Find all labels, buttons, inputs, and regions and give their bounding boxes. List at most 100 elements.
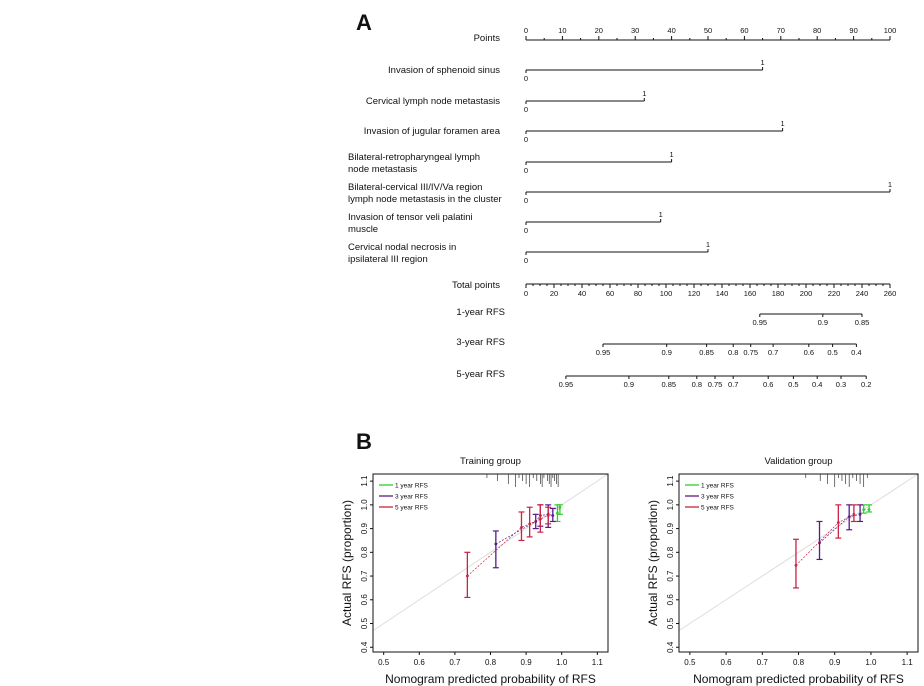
y-tick-label: 0.4 <box>666 641 675 653</box>
total-points-tick-label: 120 <box>688 289 701 298</box>
level-label: 0 <box>524 105 528 114</box>
y-axis-label: Actual RFS (proportion) <box>646 500 660 626</box>
x-axis-label: Nomogram predicted probability of RFS <box>693 672 904 686</box>
y-tick-label: 1.1 <box>666 475 675 487</box>
points-tick-label: 30 <box>631 26 639 35</box>
x-tick-label: 0.8 <box>485 658 497 667</box>
x-tick-label: 0.6 <box>721 658 733 667</box>
y-tick-label: 0.6 <box>360 594 369 606</box>
points-tick-label: 10 <box>558 26 566 35</box>
variable-label: Invasion of tensor veli palatini <box>348 212 473 223</box>
x-tick-label: 1.0 <box>865 658 877 667</box>
plot-title: Training group <box>460 456 521 467</box>
data-point <box>558 505 562 509</box>
legend-label: 1 year RFS <box>701 483 735 490</box>
legend-label: 3 year RFS <box>395 494 429 501</box>
level-label: 0 <box>524 256 528 265</box>
variable-label: Invasion of jugular foramen area <box>364 126 501 137</box>
outcome-tick-label: 0.4 <box>812 380 822 389</box>
level-label: 0 <box>524 196 528 205</box>
data-point <box>551 514 555 517</box>
points-tick-label: 50 <box>704 26 712 35</box>
y-tick-label: 0.5 <box>360 617 369 629</box>
x-tick-label: 0.5 <box>684 658 696 667</box>
total-points-tick-label: 260 <box>884 289 897 298</box>
legend-label: 1 year RFS <box>395 483 429 490</box>
outcome-tick-label: 0.9 <box>661 348 671 357</box>
legend-label: 5 year RFS <box>701 505 735 512</box>
outcome-tick-label: 0.4 <box>851 348 861 357</box>
data-point <box>836 521 840 525</box>
calibration-plot-validation: Validation group 0.5 0.6 0.7 0.8 0.9 1.0 1.1 0.4… <box>646 456 919 686</box>
points-tick-label: 90 <box>849 26 857 35</box>
plot-frame <box>678 473 919 653</box>
variable-label: lymph node metastasis in the cluster <box>348 194 502 205</box>
x-tick-label: 0.7 <box>757 658 769 667</box>
total-points-tick-label: 80 <box>634 289 642 298</box>
total-points-tick-label: 20 <box>550 289 558 298</box>
data-point <box>538 517 542 521</box>
total-points-tick-label: 180 <box>772 289 785 298</box>
total-points-tick-label: 160 <box>744 289 757 298</box>
level-label: 1 <box>888 180 892 189</box>
y-tick-label: 0.9 <box>666 522 675 534</box>
total-points-tick-label: 200 <box>800 289 813 298</box>
total-points-tick-label: 100 <box>660 289 673 298</box>
x-tick-label: 0.6 <box>414 658 426 667</box>
points-tick-label: 100 <box>884 26 897 35</box>
y-tick-label: 0.7 <box>360 570 369 582</box>
data-point <box>794 563 798 567</box>
x-tick-label: 1.0 <box>556 658 568 667</box>
outcome-tick-label: 0.75 <box>743 348 758 357</box>
total-points-tick-label: 0 <box>524 289 528 298</box>
x-axis-label: Nomogram predicted probability of RFS <box>385 672 596 686</box>
outcome-tick-label: 0.85 <box>855 318 870 327</box>
level-label: 0 <box>524 135 528 144</box>
outcome-label: 5-year RFS <box>456 369 505 380</box>
outcome-tick-label: 0.95 <box>596 348 611 357</box>
data-point <box>494 542 498 546</box>
outcome-tick-label: 0.8 <box>692 380 702 389</box>
points-tick-label: 60 <box>740 26 748 35</box>
data-point <box>858 512 862 516</box>
data-point <box>528 522 532 526</box>
x-tick-label: 0.7 <box>449 658 461 667</box>
x-tick-label: 0.8 <box>793 658 805 667</box>
points-tick-label: 80 <box>813 26 821 35</box>
variable-label: ipsilateral III region <box>348 254 428 265</box>
points-tick-label: 20 <box>595 26 603 35</box>
total-points-tick-label: 140 <box>716 289 729 298</box>
level-label: 1 <box>706 240 710 249</box>
total-points-tick-label: 40 <box>578 289 586 298</box>
outcome-tick-label: 0.95 <box>559 380 574 389</box>
outcome-tick-label: 0.7 <box>728 380 738 389</box>
outcome-label: 1-year RFS <box>456 307 505 318</box>
level-label: 1 <box>659 210 663 219</box>
plot-frame <box>372 473 609 653</box>
data-point <box>546 514 550 517</box>
outcome-tick-label: 0.6 <box>763 380 773 389</box>
variable-label: Cervical nodal necrosis in <box>348 242 456 253</box>
x-tick-label: 0.5 <box>378 658 390 667</box>
y-tick-label: 0.6 <box>666 594 675 606</box>
y-tick-label: 1.0 <box>666 499 675 511</box>
variable-label: Bilateral-cervical III/IV/Va region <box>348 182 482 193</box>
data-point <box>852 512 856 516</box>
x-tick-label: 1.1 <box>592 658 604 667</box>
legend-label: 3 year RFS <box>701 494 735 501</box>
y-tick-label: 0.9 <box>360 522 369 534</box>
level-label: 0 <box>524 74 528 83</box>
panel-label-b: B <box>356 429 372 454</box>
level-label: 1 <box>642 89 646 98</box>
y-tick-label: 0.7 <box>666 570 675 582</box>
outcome-tick-label: 0.5 <box>827 348 837 357</box>
variable-label: Cervical lymph node metastasis <box>366 96 500 107</box>
y-tick-label: 1.0 <box>360 499 369 511</box>
points-tick-label: 70 <box>777 26 785 35</box>
outcome-tick-label: 0.85 <box>699 348 714 357</box>
outcome-label: 3-year RFS <box>456 337 505 348</box>
outcome-tick-label: 0.9 <box>818 318 828 327</box>
level-label: 1 <box>761 58 765 67</box>
